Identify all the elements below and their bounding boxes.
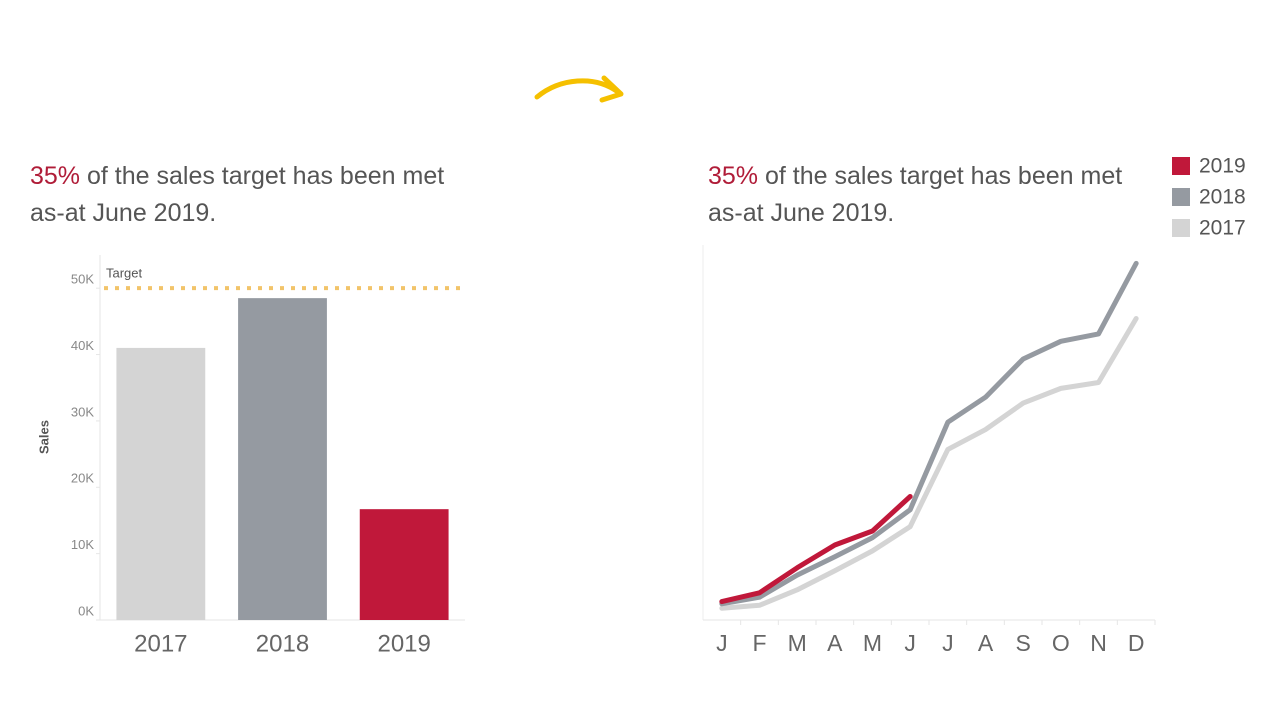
title-text: of the sales target has been met as-at J…	[708, 162, 1123, 227]
y-tick-label: 50K	[71, 272, 94, 287]
series-line	[719, 316, 1139, 611]
legend-label: 2018	[1199, 186, 1246, 209]
chart-title: 35% of the sales target has been met as-…	[30, 158, 450, 232]
y-tick-label: 30K	[71, 404, 94, 419]
legend-label: 2019	[1199, 155, 1246, 178]
legend-label: 2017	[1199, 217, 1246, 240]
title-highlight: 35%	[708, 162, 759, 190]
legend-swatch	[1172, 188, 1190, 206]
bar	[116, 347, 206, 620]
y-axis-label: Sales	[36, 420, 51, 454]
title-highlight: 35%	[30, 162, 81, 190]
x-tick-label: M	[863, 630, 882, 656]
y-tick-label: 40K	[71, 338, 94, 353]
chart-title: 35% of the sales target has been met as-…	[708, 158, 1128, 232]
target-label: Target	[106, 266, 143, 281]
bar	[238, 298, 327, 620]
x-tick-label: J	[942, 630, 954, 656]
x-tick-label: A	[827, 630, 843, 656]
x-tick-label: 2018	[256, 630, 309, 657]
x-tick-label: D	[1128, 630, 1145, 656]
x-tick-label: J	[716, 630, 728, 656]
x-tick-label: N	[1090, 630, 1107, 656]
x-tick-label: S	[1015, 630, 1030, 656]
x-tick-label: A	[978, 630, 994, 656]
x-tick-label: O	[1052, 630, 1070, 656]
arrow	[534, 78, 621, 100]
title-text: of the sales target has been met as-at J…	[30, 162, 445, 227]
legend-swatch	[1172, 219, 1190, 237]
x-tick-label: F	[752, 630, 766, 656]
y-tick-label: 20K	[71, 471, 94, 486]
x-tick-label: 2019	[377, 630, 430, 657]
arrow-head	[599, 75, 624, 103]
series-line	[719, 493, 913, 605]
x-tick-label: M	[788, 630, 807, 656]
x-tick-label: 2017	[134, 630, 187, 657]
x-tick-label: J	[904, 630, 916, 656]
bar	[359, 509, 449, 620]
y-tick-label: 0K	[78, 603, 94, 618]
y-tick-label: 10K	[71, 537, 94, 552]
legend-swatch	[1172, 157, 1190, 175]
series-line	[719, 260, 1139, 607]
